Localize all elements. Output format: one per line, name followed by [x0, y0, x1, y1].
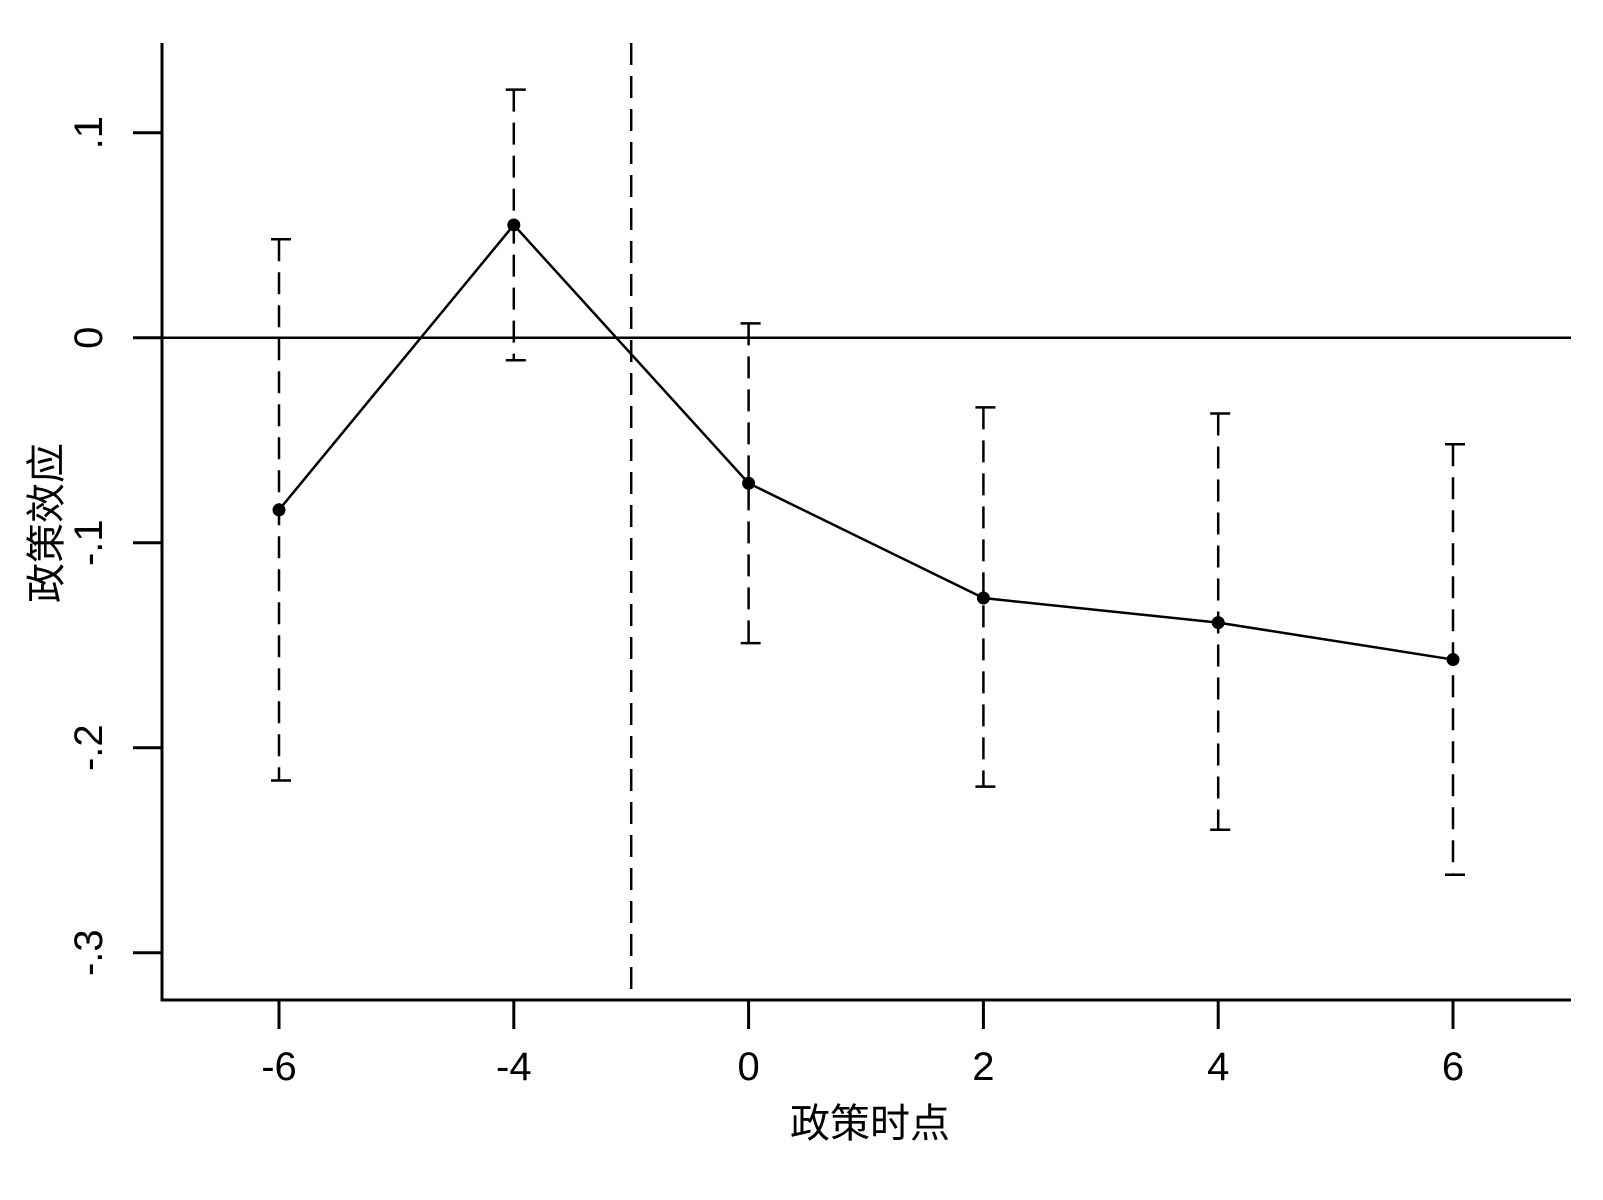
- estimate-point: [507, 218, 521, 232]
- x-tick-label: 2: [972, 1045, 994, 1089]
- estimate-point: [742, 476, 756, 490]
- estimate-point: [1446, 653, 1460, 667]
- estimate-point: [272, 503, 286, 517]
- estimate-point: [976, 591, 990, 605]
- y-tick-label: .1: [67, 116, 111, 149]
- axes: .1 0 -.1 -.2 -.3 -6 -4 0 2 4 6: [67, 43, 1571, 1089]
- y-tick-label: -.2: [67, 724, 111, 771]
- estimate-line: [278, 223, 1454, 661]
- y-tick-label: -.1: [67, 519, 111, 566]
- y-tick-label: 0: [67, 327, 111, 349]
- x-tick-label: -6: [261, 1045, 297, 1089]
- y-tick-label: -.3: [67, 929, 111, 976]
- y-axis-label: 政策效应: [25, 443, 69, 603]
- x-tick-label: 0: [737, 1045, 759, 1089]
- estimate-point: [1211, 616, 1225, 630]
- x-tick-label: -4: [496, 1045, 532, 1089]
- x-tick-label: 6: [1442, 1045, 1464, 1089]
- x-axis-label: 政策时点: [790, 1102, 950, 1146]
- x-tick-label: 4: [1207, 1045, 1229, 1089]
- chart-marks: [162, 43, 1571, 1000]
